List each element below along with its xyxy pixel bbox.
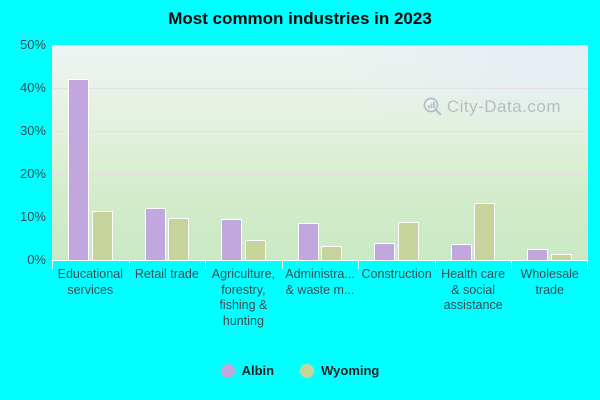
legend-swatch-wyoming	[300, 363, 315, 378]
legend: Albin Wyoming	[0, 363, 600, 378]
watermark-text: City-Data.com	[446, 96, 561, 116]
y-axis-label-20: 20%	[19, 166, 46, 181]
x-axis-tick	[281, 260, 283, 269]
x-axis-label-construction: Construction	[361, 267, 432, 281]
x-axis-label-wholesale-trade: Wholesale trade	[520, 267, 579, 297]
wyoming-bar-wholesale-trade	[550, 253, 572, 260]
x-axis-tick	[587, 260, 588, 269]
albin-bar-wholesale-trade	[527, 248, 549, 260]
albin-bar-educational-services	[68, 79, 89, 260]
watermark: City-Data.com	[422, 96, 561, 117]
y-axis-label-30: 30%	[19, 123, 46, 138]
wyoming-bar-health-care-social-assis	[474, 202, 496, 260]
albin-bar-construction	[374, 242, 396, 260]
y-axis-label-40: 40%	[19, 80, 46, 95]
x-axis-tick	[511, 260, 513, 269]
gridline-30	[52, 131, 588, 132]
legend-label-wyoming: Wyoming	[321, 363, 380, 378]
x-axis-label-educational-services: Educational services	[57, 267, 123, 297]
x-axis-label-administra-waste-m: Administra... & waste m...	[285, 267, 355, 297]
albin-bar-retail-trade	[144, 208, 166, 260]
x-axis-tick	[128, 260, 130, 269]
albin-bar-health-care-social-assis	[450, 243, 472, 260]
wyoming-bar-construction	[397, 222, 419, 260]
y-axis-label-50: 50%	[19, 37, 46, 52]
x-axis-tick	[205, 260, 207, 269]
legend-item-albin: Albin	[220, 363, 275, 378]
legend-swatch-albin	[220, 363, 235, 378]
x-axis-label-health-care-social-assis: Health care & social assistance	[441, 267, 506, 312]
wyoming-bar-administra-waste-m	[321, 246, 343, 260]
wyoming-bar-retail-trade	[168, 217, 190, 260]
x-axis-tick	[434, 260, 436, 269]
legend-item-wyoming: Wyoming	[300, 363, 379, 378]
legend-label-albin: Albin	[241, 363, 275, 378]
albin-bar-agriculture-forestry-fis	[221, 219, 243, 260]
wyoming-bar-agriculture-forestry-fis	[244, 239, 266, 260]
plot-area: City-Data.com	[52, 45, 588, 261]
albin-bar-administra-waste-m	[297, 223, 319, 260]
y-axis-label-10: 10%	[19, 209, 46, 224]
x-axis-label-agriculture-forestry-fis: Agriculture, forestry, fishing & hunting	[211, 267, 276, 328]
chart-title: Most common industries in 2023	[168, 9, 432, 28]
gridline-10	[52, 217, 588, 218]
y-axis-label-0: 0%	[27, 252, 46, 267]
gridline-20	[52, 174, 588, 175]
x-axis-label-retail-trade: Retail trade	[134, 267, 199, 281]
x-axis-tick	[52, 260, 53, 269]
magnifier-bar-chart-icon	[422, 96, 443, 117]
gridline-40	[52, 88, 588, 89]
wyoming-bar-educational-services	[91, 210, 113, 260]
x-axis-tick	[358, 260, 360, 269]
